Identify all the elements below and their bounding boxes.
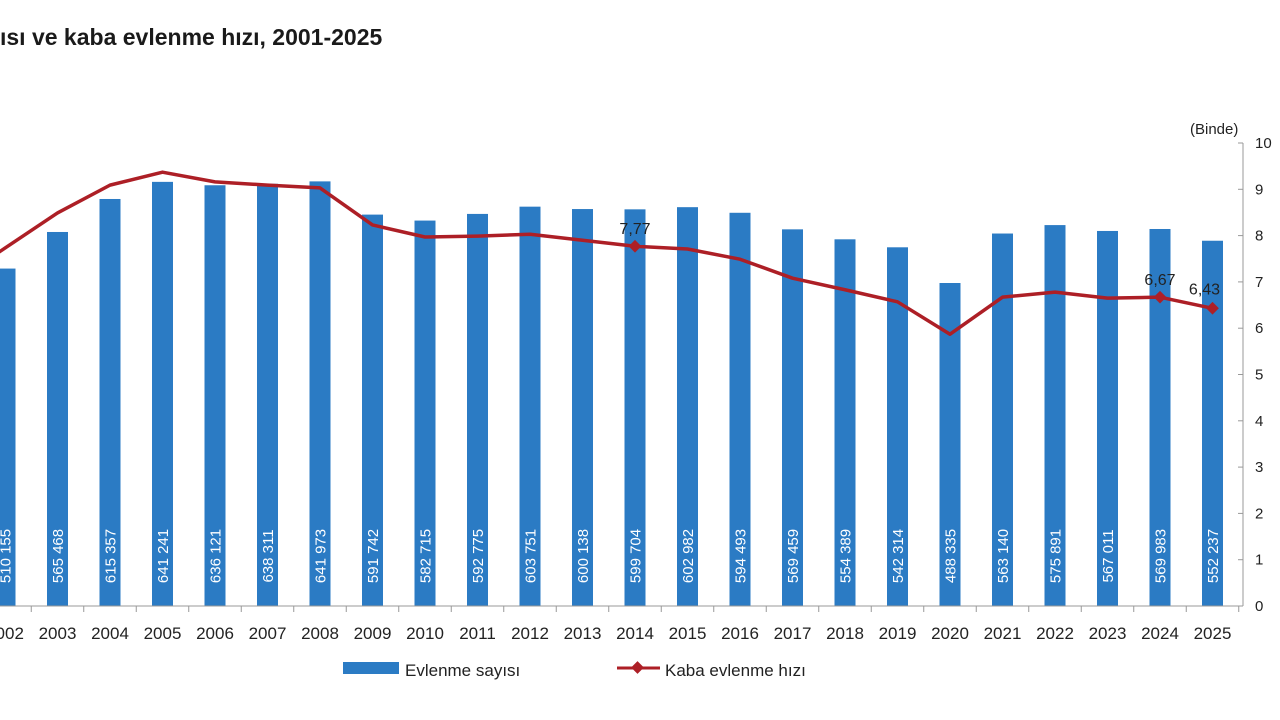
- x-tick-label: 2025: [1194, 624, 1232, 643]
- bar-2019: [887, 247, 908, 606]
- x-tick-label: 2015: [669, 624, 707, 643]
- bar-2006: [204, 185, 226, 606]
- bar-2005: [152, 181, 173, 607]
- y-tick-label: 4: [1255, 413, 1263, 430]
- legend-bar-label: Evlenme sayısı: [405, 661, 520, 680]
- bar-2016: [729, 212, 751, 606]
- bar-2009: [362, 214, 383, 607]
- x-tick-label: 2020: [931, 624, 969, 643]
- bar-value-label: 569 459: [785, 529, 802, 583]
- bar-2015: [677, 207, 698, 606]
- x-tick-label: 2016: [721, 624, 759, 643]
- bar-value-label: 599 704: [628, 529, 645, 583]
- bar-value-label: 641 973: [313, 529, 330, 583]
- bar-value-label: 565 468: [50, 529, 67, 583]
- line-data-label: 6,43: [1189, 281, 1220, 298]
- x-tick-label: 2022: [1036, 624, 1074, 643]
- bar-2011: [467, 213, 488, 606]
- legend-line-marker: [631, 661, 644, 674]
- x-tick-label: 2012: [511, 624, 549, 643]
- bar-2010: [414, 220, 436, 606]
- bar-2021: [992, 233, 1013, 606]
- bar-value-label: 488 335: [943, 529, 960, 583]
- y-tick-label: 3: [1255, 459, 1263, 476]
- y-tick-label: 8: [1255, 228, 1263, 245]
- y-tick-label: 7: [1255, 274, 1263, 291]
- bar-2012: [519, 206, 541, 606]
- x-tick-label: 2009: [354, 624, 392, 643]
- bar-2007: [257, 183, 278, 607]
- bar-value-label: 602 982: [680, 529, 697, 583]
- x-tick-label: 2018: [826, 624, 864, 643]
- bar-2003: [47, 231, 68, 606]
- bar-value-label: 582 715: [418, 529, 435, 583]
- rate-line: [0, 170, 1213, 336]
- right-y-axis: (Binde) 0 1 2 3 4 5 6 7 8 9 10: [1190, 121, 1272, 615]
- bar-value-label: 510 155: [0, 529, 15, 583]
- x-tick-label: 2008: [301, 624, 339, 643]
- legend: Evlenme sayısı Kaba evlenme hızı: [343, 661, 806, 680]
- bar-2020: [939, 283, 961, 606]
- x-tick-label: 2003: [39, 624, 77, 643]
- bar-value-label: 542 314: [890, 529, 907, 583]
- bar-value-label: 600 138: [575, 529, 592, 583]
- bar-value-label: 552 237: [1205, 529, 1222, 583]
- y-tick-label: 0: [1255, 598, 1263, 615]
- bar-value-label: 575 891: [1048, 529, 1065, 583]
- x-tick-label: 2013: [564, 624, 602, 643]
- x-tick-label: 2019: [879, 624, 917, 643]
- y-tick-label: 10: [1255, 135, 1272, 152]
- bar-value-label: 638 311: [260, 529, 277, 582]
- y-axis-unit-label: (Binde): [1190, 121, 1238, 138]
- x-tick-label: 2002: [0, 624, 24, 643]
- bar-2008: [309, 181, 331, 606]
- x-tick-label: 2010: [406, 624, 444, 643]
- x-tick-label: 2017: [774, 624, 812, 643]
- x-tick-label: 2014: [616, 624, 654, 643]
- x-tick-label: 2023: [1089, 624, 1127, 643]
- x-tick-label: 2011: [459, 624, 496, 643]
- line-series: 7,77 6,67 6,43: [0, 170, 1220, 336]
- bar-2013: [572, 209, 593, 606]
- y-tick-label: 1: [1255, 552, 1263, 569]
- bar-value-label: 615 357: [103, 529, 120, 583]
- bar-value-label: 554 389: [838, 529, 855, 583]
- x-tick-label: 2005: [144, 624, 182, 643]
- x-tick-label: 2021: [984, 624, 1022, 643]
- bar-value-label: 569 983: [1153, 529, 1170, 583]
- bar-2014: [624, 209, 646, 607]
- bar-series: 510 155 565 468 615 357 641 241 636 121 638 3…: [0, 181, 1223, 607]
- bar-2023: [1097, 230, 1118, 607]
- legend-bar-swatch: [343, 662, 399, 674]
- y-tick-label: 2: [1255, 505, 1263, 522]
- bar-2022: [1044, 225, 1066, 606]
- x-tick-label: 2006: [196, 624, 234, 643]
- bar-value-label: 641 241: [155, 529, 172, 583]
- bar-value-label: 594 493: [733, 529, 750, 583]
- bar-value-label: 603 751: [523, 529, 540, 583]
- bar-2025: [1202, 240, 1223, 606]
- bar-value-label: 636 121: [208, 529, 225, 583]
- y-tick-label: 9: [1255, 181, 1263, 198]
- bar-2004: [99, 198, 121, 607]
- bar-value-label: 567 011: [1100, 529, 1117, 582]
- bar-2002: [0, 268, 16, 606]
- chart-title: ısı ve kaba evlenme hızı, 2001-2025: [0, 24, 383, 50]
- x-tick-label: 2004: [91, 624, 129, 643]
- line-data-label: 6,67: [1144, 272, 1175, 289]
- bar-value-label: 563 140: [995, 529, 1012, 583]
- bar-2017: [782, 229, 803, 606]
- y-tick-label: 5: [1255, 367, 1263, 384]
- line-data-label: 7,77: [619, 221, 650, 238]
- legend-line-label: Kaba evlenme hızı: [665, 661, 806, 680]
- x-tick-label: 2007: [249, 624, 287, 643]
- bar-value-label: 592 775: [470, 529, 487, 583]
- y-tick-label: 6: [1255, 320, 1263, 337]
- bar-2024: [1149, 228, 1171, 607]
- bar-2018: [834, 239, 856, 606]
- bar-value-label: 591 742: [365, 529, 382, 583]
- x-tick-label: 2024: [1141, 624, 1179, 643]
- x-axis: 2002 2003 2004 2005 2006 2007 2008 2009 2010 2011…: [0, 605, 1243, 643]
